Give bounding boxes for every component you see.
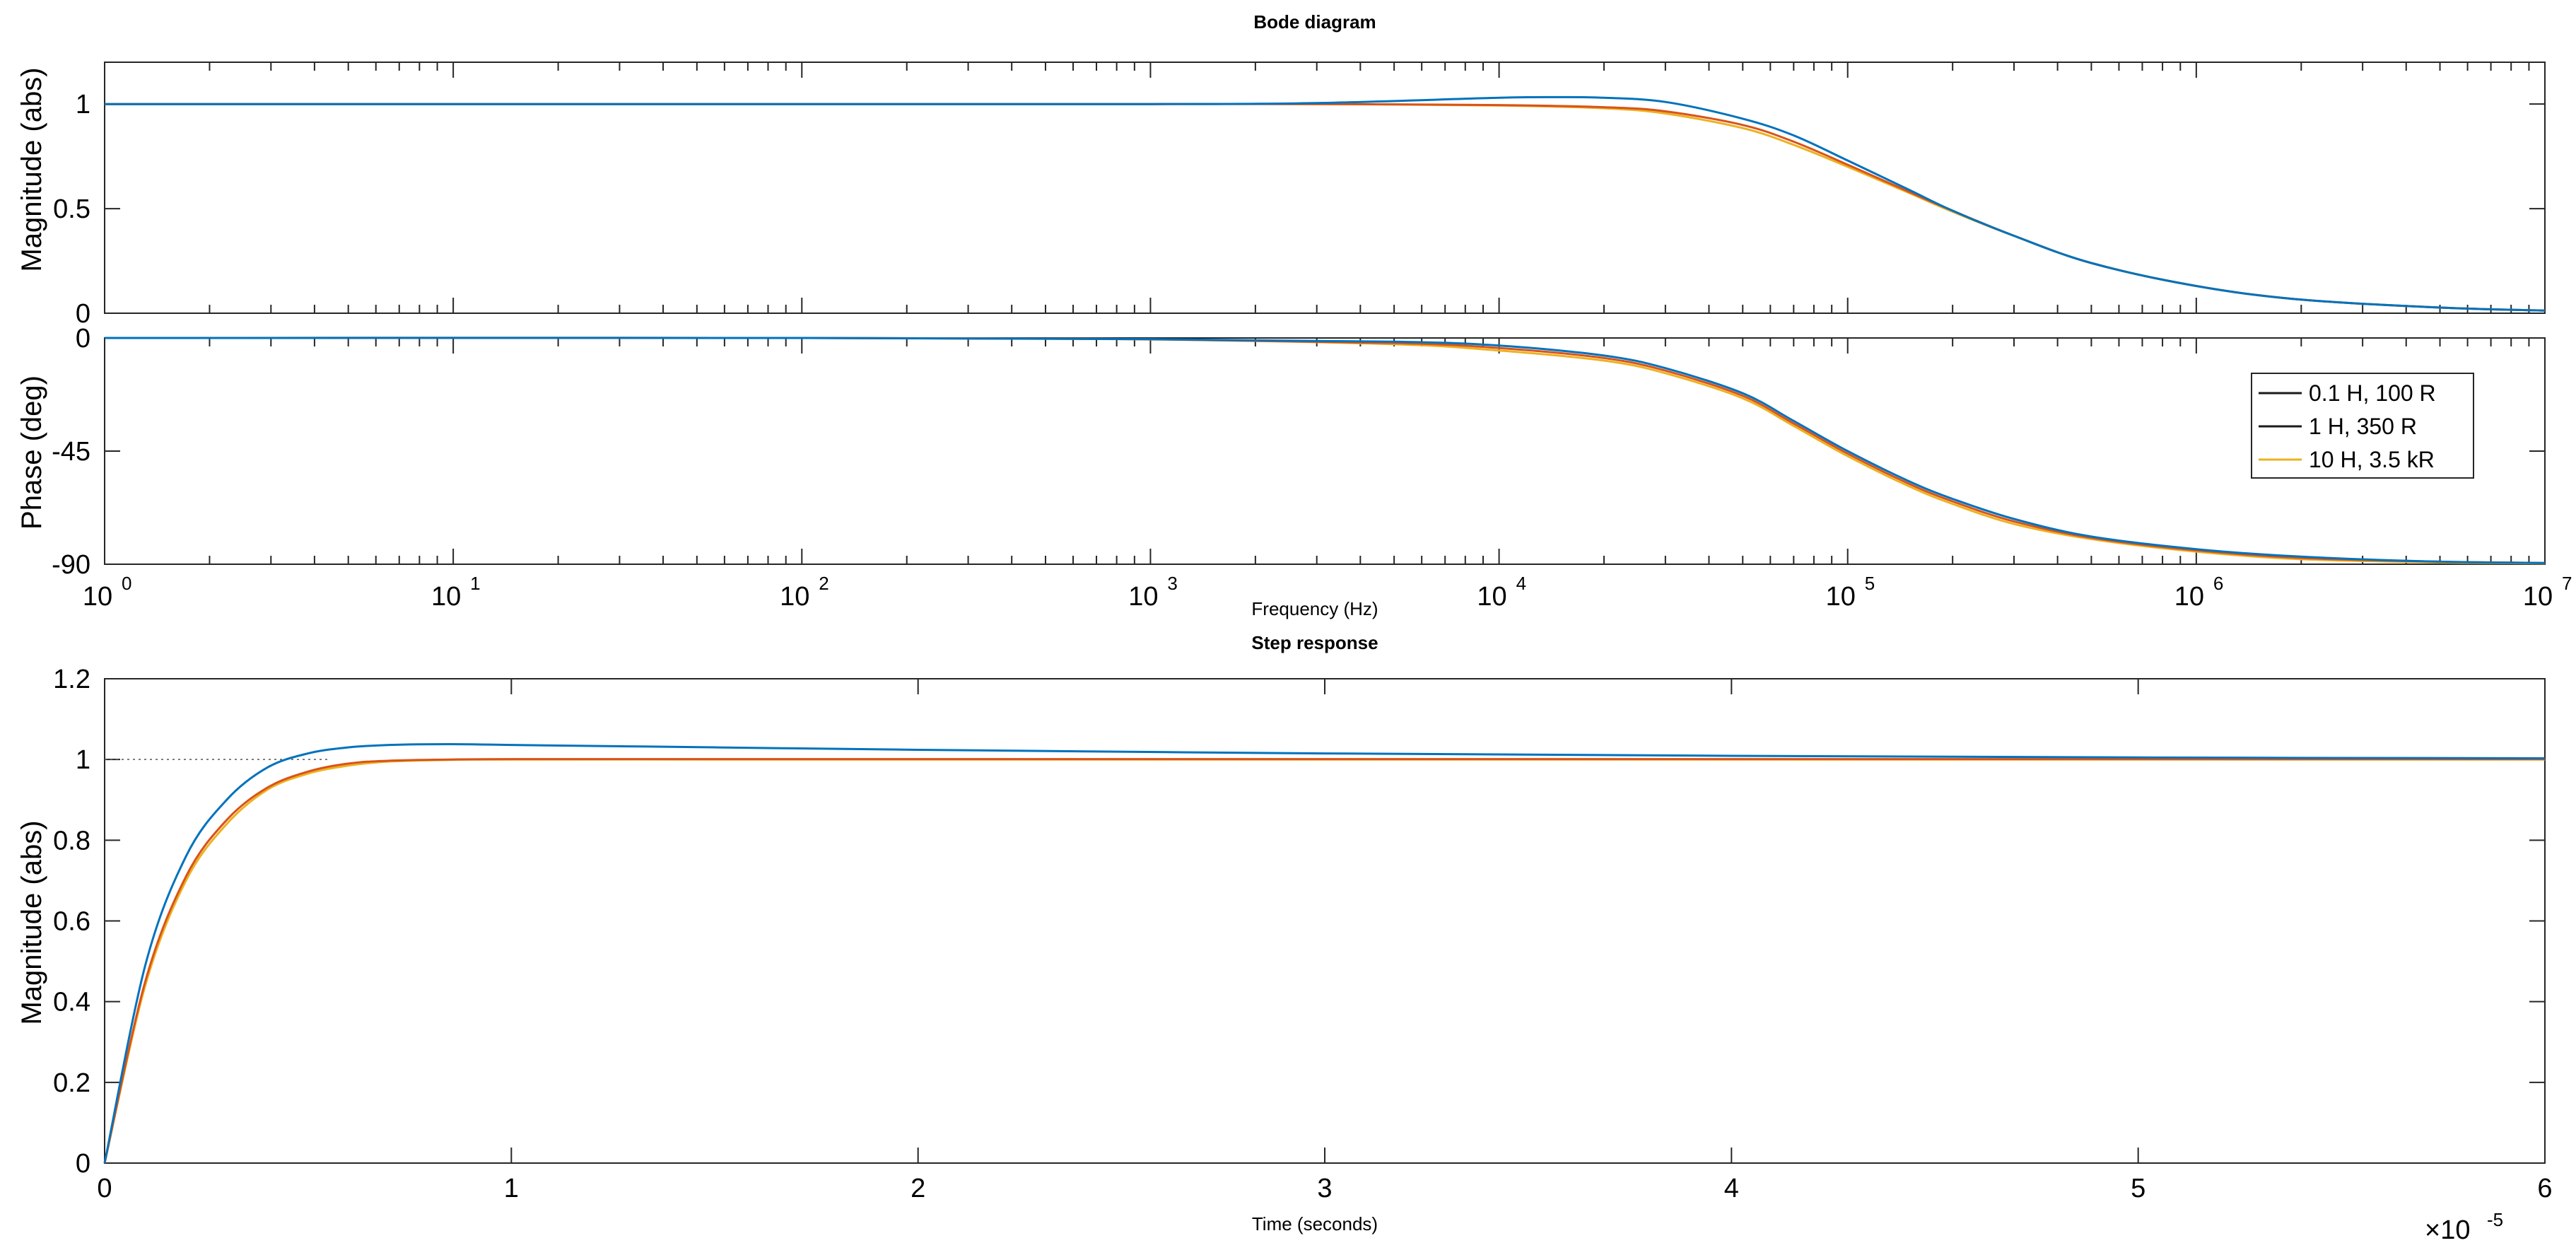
- magnitude-ticks: 00.51: [53, 62, 2545, 329]
- step-magnitude-axis-label: Magnitude (abs): [16, 820, 47, 1025]
- series-line-2: [103, 758, 2545, 1164]
- legend: 0.1 H, 100 R 1 H, 350 R 10 H, 3.5 kR: [2251, 373, 2474, 479]
- x-tick-label: 10: [1477, 582, 1506, 612]
- x-tick-label: 4: [1724, 1174, 1739, 1203]
- y-tick-label: 0.5: [53, 194, 90, 224]
- step-curves: [103, 743, 2546, 1164]
- x-tick-label: 10: [83, 582, 112, 612]
- x-tick-label-exponent: 2: [819, 573, 829, 594]
- bode-magnitude-plot: 00.51: [53, 62, 2546, 329]
- y-tick-label: 0.8: [53, 826, 90, 856]
- step-response-plot: 0 1 2 3 4 5 6 0 0.2 0.4 0.6 0.8 1 1.2 ×10 -5: [53, 665, 2552, 1245]
- x-tick-label: 0: [97, 1174, 112, 1203]
- x-tick-label-exponent: 0: [122, 573, 131, 594]
- y-tick-label: 1: [76, 90, 90, 119]
- x-tick-label: 10: [2174, 582, 2204, 612]
- x-tick-label: 10: [1826, 582, 1856, 612]
- phase-ticks: 10 0 10 1 10 2 10 3 10 4 10 5 10 6 10 7 0 -45 -90: [52, 324, 2572, 612]
- series-line-1: [104, 95, 2546, 312]
- y-tick-label: 0: [76, 324, 90, 354]
- x-tick-label: 5: [2131, 1174, 2145, 1203]
- x-tick-label-exponent: 1: [470, 573, 480, 594]
- x-tick-label: 2: [911, 1174, 925, 1203]
- x-multiplier-exponent: -5: [2487, 1209, 2503, 1230]
- magnitude-axes-frame: [104, 62, 2546, 314]
- phase-axis-label: Phase (deg): [16, 375, 47, 530]
- x-tick-label: 10: [431, 582, 461, 612]
- x-tick-label: 3: [1317, 1174, 1332, 1203]
- x-tick-label: 6: [2537, 1174, 2552, 1203]
- y-tick-label: 0.6: [53, 907, 90, 937]
- legend-entry-series1: 0.1 H, 100 R: [2309, 380, 2436, 406]
- step-time-label: Time (seconds): [1252, 1213, 1378, 1234]
- y-tick-label: -45: [52, 437, 90, 467]
- y-tick-label: -90: [52, 550, 90, 580]
- y-tick-label: 1.2: [53, 665, 90, 694]
- x-multiplier: ×10 -5: [2425, 1209, 2503, 1245]
- magnitude-axis-label: Magnitude (abs): [16, 67, 47, 272]
- x-tick-label: 10: [1128, 582, 1158, 612]
- step-title: Step response: [1251, 632, 1378, 653]
- bode-title: Bode diagram: [1253, 11, 1376, 33]
- x-tick-label: 1: [504, 1174, 519, 1203]
- y-tick-label: 0.2: [53, 1068, 90, 1098]
- step-ticks: 0 1 2 3 4 5 6 0 0.2 0.4 0.6 0.8 1 1.2: [53, 665, 2552, 1203]
- phase-curves: [104, 337, 2546, 565]
- x-tick-label: 10: [780, 582, 809, 612]
- series-line-1: [104, 337, 2546, 564]
- y-tick-label: 0: [76, 1149, 90, 1179]
- x-tick-label-exponent: 4: [1516, 573, 1526, 594]
- bode-frequency-label: Frequency (Hz): [1251, 598, 1378, 619]
- y-tick-label: 1: [76, 745, 90, 775]
- x-multiplier-base: ×10: [2425, 1215, 2470, 1245]
- x-tick-label-exponent: 7: [2562, 573, 2572, 594]
- legend-entry-series3: 10 H, 3.5 kR: [2309, 447, 2435, 472]
- x-tick-label: 10: [2523, 582, 2553, 612]
- x-tick-label-exponent: 5: [1865, 573, 1875, 594]
- x-tick-label-exponent: 6: [2213, 573, 2223, 594]
- y-tick-label: 0.4: [53, 988, 90, 1017]
- x-tick-label-exponent: 3: [1167, 573, 1177, 594]
- bode-phase-plot: 10 0 10 1 10 2 10 3 10 4 10 5 10 6 10 7 0 -45 -90 0.1 H, 1…: [52, 324, 2572, 612]
- y-tick-label: 0: [76, 299, 90, 329]
- legend-entry-series2: 1 H, 350 R: [2309, 414, 2417, 439]
- magnitude-curves: [104, 95, 2546, 312]
- series-line-1: [103, 743, 2546, 1164]
